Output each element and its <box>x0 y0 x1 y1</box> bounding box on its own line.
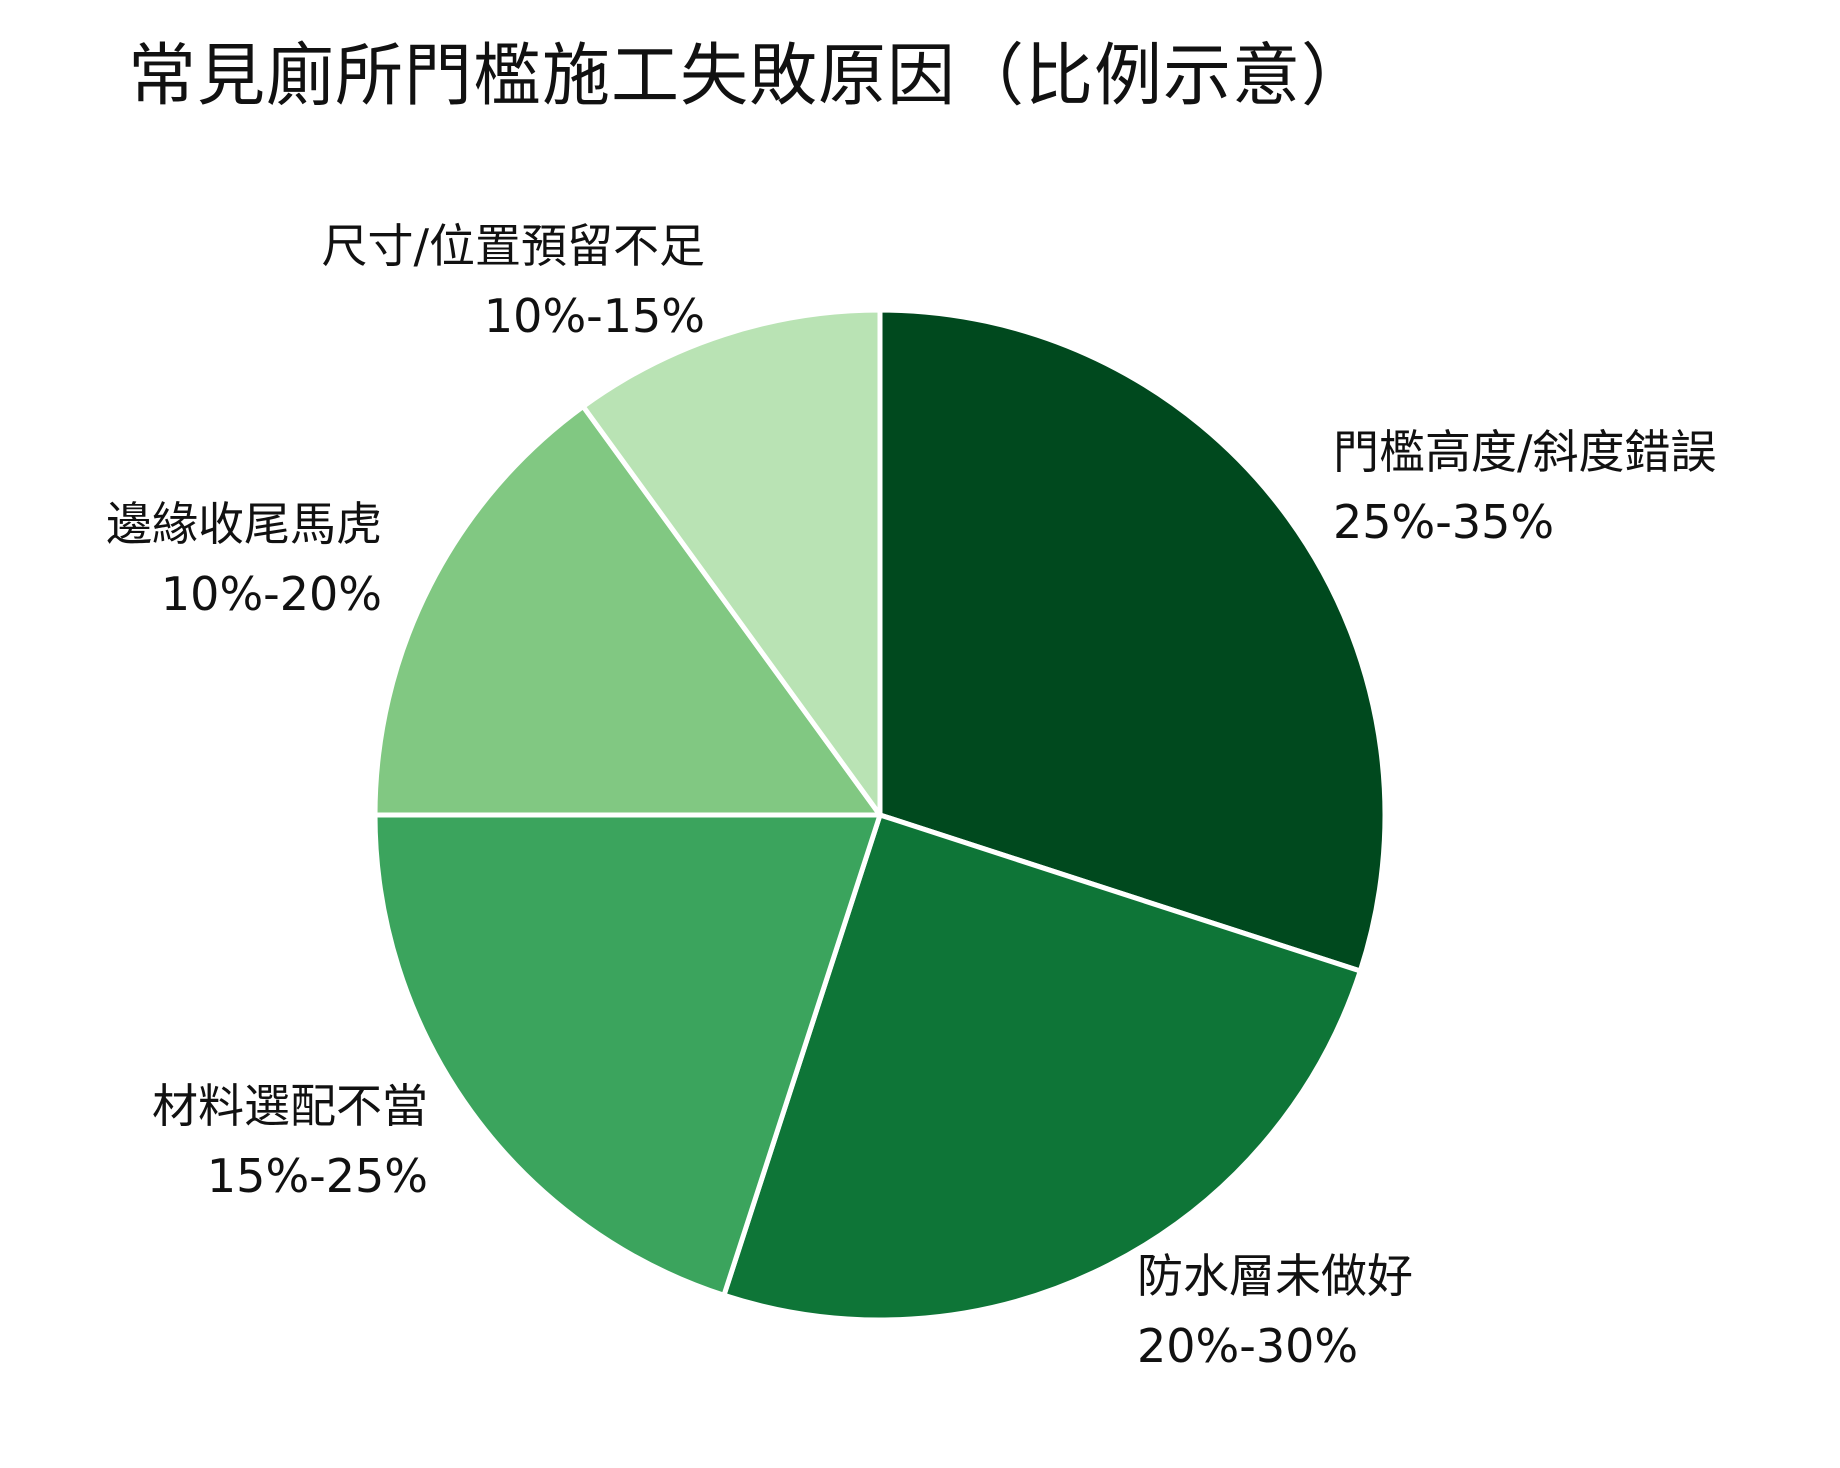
slice-range-label: 10%-15% <box>484 289 705 343</box>
pie-labels: 門檻高度/斜度錯誤 25%-35% 防水層未做好 20%-30% 材料選配不當 15%-2… <box>106 219 1717 1373</box>
slice-name-label: 防水層未做好 <box>1137 1249 1413 1303</box>
slice-name-label: 材料選配不當 <box>152 1079 428 1133</box>
pie-slices <box>372 307 1388 1323</box>
slice-name-label: 尺寸/位置預留不足 <box>322 219 706 273</box>
pie-slice <box>721 812 1363 1323</box>
pie-slice <box>580 307 883 818</box>
chart-title: 常見廁所門檻施工失敗原因（比例示意） <box>128 37 1371 116</box>
pie-slice <box>372 812 883 1298</box>
slice-range-label: 20%-30% <box>1137 1319 1358 1373</box>
pie-slice <box>372 403 883 818</box>
slice-name-label: 門檻高度/斜度錯誤 <box>1333 425 1717 479</box>
slice-range-label: 15%-25% <box>207 1149 428 1203</box>
slice-range-label: 25%-35% <box>1333 495 1554 549</box>
slice-name-label: 邊緣收尾馬虎 <box>106 497 382 551</box>
pie-slice <box>877 307 1388 974</box>
slice-range-label: 10%-20% <box>161 567 382 621</box>
